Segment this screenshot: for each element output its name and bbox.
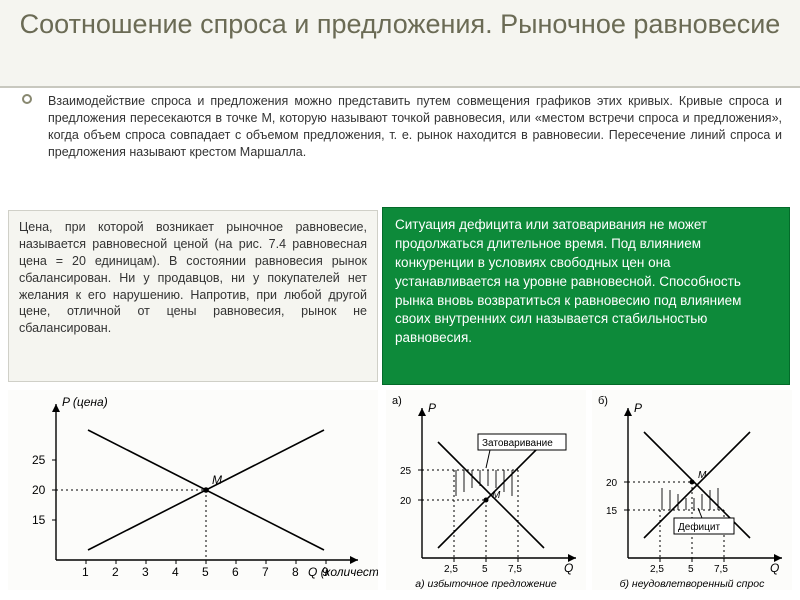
svg-text:а): а) xyxy=(392,395,402,407)
svg-text:Затоваривание: Затоваривание xyxy=(482,438,553,449)
svg-text:4: 4 xyxy=(172,565,179,579)
svg-text:7,5: 7,5 xyxy=(714,564,728,575)
svg-text:1: 1 xyxy=(82,565,89,579)
charts-row: P (цена) Q (количество) 15 20 25 1 2 3 4… xyxy=(8,390,792,592)
svg-text:20: 20 xyxy=(32,483,46,497)
svg-text:20: 20 xyxy=(606,478,618,489)
svg-text:7,5: 7,5 xyxy=(508,564,522,575)
svg-text:25: 25 xyxy=(32,453,46,467)
svg-text:2,5: 2,5 xyxy=(444,564,458,575)
callout-price: Цена, при которой возникает рыночное рав… xyxy=(8,210,378,382)
x-axis-label: Q (количество) xyxy=(308,565,378,579)
callout-stability: Ситуация дефицита или затоваривания не м… xyxy=(382,207,790,385)
chart-deficit: б) P Q 15 20 2,5 5 7,5 xyxy=(592,390,792,590)
svg-text:25: 25 xyxy=(400,466,412,477)
svg-text:б): б) xyxy=(598,395,608,407)
svg-text:2: 2 xyxy=(112,565,119,579)
svg-text:5: 5 xyxy=(482,564,488,575)
y-axis-label: P (цена) xyxy=(62,395,108,409)
svg-text:15: 15 xyxy=(32,513,46,527)
svg-text:15: 15 xyxy=(606,506,618,517)
svg-text:а) избыточное предложение: а) избыточное предложение xyxy=(415,578,557,590)
svg-text:P: P xyxy=(428,401,436,415)
bullet-icon xyxy=(22,94,32,104)
svg-text:M: M xyxy=(492,490,501,501)
svg-text:5: 5 xyxy=(202,565,209,579)
svg-text:P: P xyxy=(634,401,642,415)
svg-text:Q: Q xyxy=(564,561,573,575)
svg-text:8: 8 xyxy=(292,565,299,579)
svg-text:9: 9 xyxy=(322,565,329,579)
x-ticks: 1 2 3 4 5 6 7 8 9 xyxy=(82,560,329,579)
page-title: Соотношение спроса и предложения. Рыночн… xyxy=(0,8,800,42)
svg-text:Дефицит: Дефицит xyxy=(678,521,720,533)
intro-paragraph: Взаимодействие спроса и предложения можн… xyxy=(48,93,782,161)
svg-text:3: 3 xyxy=(142,565,149,579)
svg-text:M: M xyxy=(212,473,222,487)
svg-text:M: M xyxy=(698,470,707,481)
chart-equilibrium: P (цена) Q (количество) 15 20 25 1 2 3 4… xyxy=(8,390,378,590)
chart-surplus: а) P Q 20 25 2,5 5 7,5 xyxy=(386,390,586,590)
svg-text:5: 5 xyxy=(688,564,694,575)
svg-text:6: 6 xyxy=(232,565,239,579)
svg-text:20: 20 xyxy=(400,496,412,507)
svg-text:7: 7 xyxy=(262,565,269,579)
svg-text:2,5: 2,5 xyxy=(650,564,664,575)
svg-text:б) неудовлетворенный спрос: б) неудовлетворенный спрос xyxy=(620,578,766,590)
svg-text:Q: Q xyxy=(770,561,779,575)
